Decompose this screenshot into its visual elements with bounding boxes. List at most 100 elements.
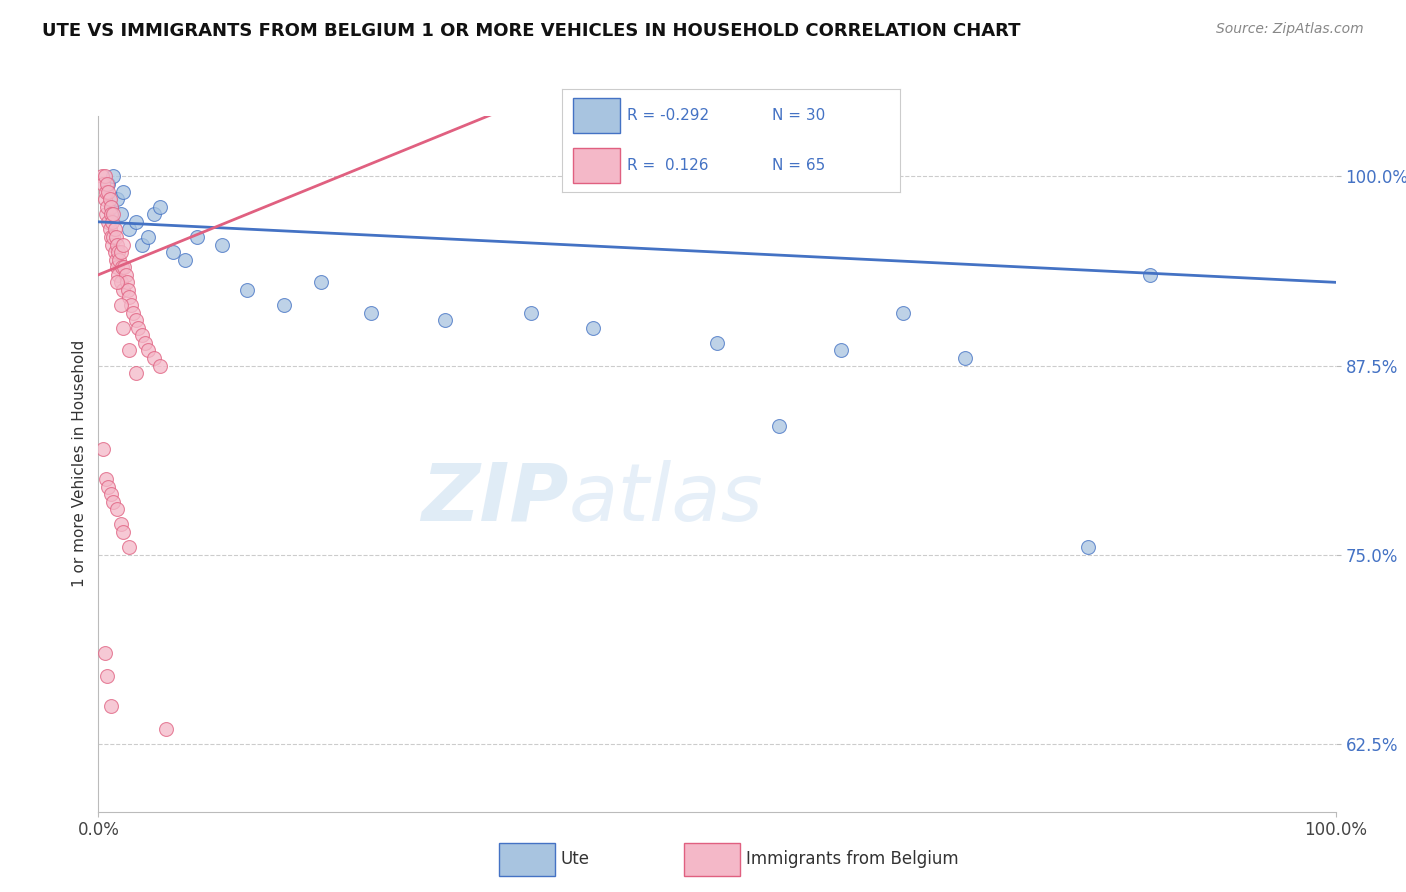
Point xyxy=(891,305,914,319)
Point xyxy=(110,207,132,221)
Point xyxy=(94,207,117,221)
Point xyxy=(100,230,122,244)
Point xyxy=(186,230,208,244)
Point xyxy=(91,169,114,184)
Point xyxy=(111,260,134,275)
Point xyxy=(174,252,197,267)
Point xyxy=(273,298,295,312)
Point xyxy=(97,177,120,191)
Point xyxy=(118,290,141,304)
Point xyxy=(112,524,135,539)
Point xyxy=(103,169,125,184)
Point xyxy=(124,366,146,380)
Point xyxy=(112,320,135,334)
Point xyxy=(115,276,138,290)
Point xyxy=(236,283,259,297)
Point xyxy=(117,283,139,297)
Point xyxy=(94,472,117,486)
Point xyxy=(98,222,121,236)
Point xyxy=(107,268,129,282)
Point xyxy=(706,335,728,350)
Point xyxy=(124,313,146,327)
Point xyxy=(143,351,166,365)
Point xyxy=(112,237,135,252)
Point xyxy=(118,343,141,358)
FancyBboxPatch shape xyxy=(685,843,740,876)
Point xyxy=(122,305,145,319)
Point xyxy=(103,230,125,244)
Text: R =  0.126: R = 0.126 xyxy=(627,158,709,173)
Text: atlas: atlas xyxy=(568,459,763,538)
Point xyxy=(118,540,141,554)
Point xyxy=(520,305,543,319)
Point xyxy=(96,200,118,214)
Text: ZIP: ZIP xyxy=(422,459,568,538)
Point xyxy=(114,268,136,282)
Point xyxy=(105,192,128,206)
Point xyxy=(100,207,122,221)
Text: R = -0.292: R = -0.292 xyxy=(627,108,709,123)
Point xyxy=(96,668,118,682)
Point xyxy=(149,359,172,373)
Point xyxy=(97,185,120,199)
Point xyxy=(105,260,128,275)
Point xyxy=(105,237,128,252)
Point xyxy=(143,207,166,221)
Point xyxy=(97,215,120,229)
Point xyxy=(110,276,132,290)
Point xyxy=(108,252,131,267)
Point xyxy=(96,177,118,191)
Point xyxy=(582,320,605,334)
Point xyxy=(93,646,115,660)
Text: N = 65: N = 65 xyxy=(772,158,825,173)
Point xyxy=(112,283,135,297)
Point xyxy=(131,237,153,252)
Point xyxy=(104,230,127,244)
Point xyxy=(110,517,132,532)
Point xyxy=(118,222,141,236)
FancyBboxPatch shape xyxy=(572,98,620,133)
Point xyxy=(93,192,115,206)
Point xyxy=(360,305,382,319)
Point xyxy=(768,419,790,434)
Point xyxy=(112,260,135,275)
Point xyxy=(162,245,184,260)
Point xyxy=(155,722,177,736)
Point xyxy=(112,185,135,199)
Point xyxy=(124,215,146,229)
Point xyxy=(93,177,115,191)
Point xyxy=(433,313,456,327)
Point xyxy=(1139,268,1161,282)
Point xyxy=(93,169,115,184)
Point xyxy=(1077,540,1099,554)
Point xyxy=(100,698,122,713)
Point xyxy=(100,200,122,214)
Text: Ute: Ute xyxy=(561,849,589,868)
Text: Immigrants from Belgium: Immigrants from Belgium xyxy=(747,849,959,868)
Point xyxy=(104,252,127,267)
Point xyxy=(110,245,132,260)
Point xyxy=(94,185,117,199)
Point xyxy=(211,237,233,252)
Point xyxy=(120,298,142,312)
Point xyxy=(103,494,125,508)
Y-axis label: 1 or more Vehicles in Household: 1 or more Vehicles in Household xyxy=(72,340,87,588)
FancyBboxPatch shape xyxy=(499,843,554,876)
Text: UTE VS IMMIGRANTS FROM BELGIUM 1 OR MORE VEHICLES IN HOUSEHOLD CORRELATION CHART: UTE VS IMMIGRANTS FROM BELGIUM 1 OR MORE… xyxy=(42,22,1021,40)
Point xyxy=(309,276,332,290)
Point xyxy=(101,215,124,229)
Point xyxy=(131,328,153,343)
Point xyxy=(103,245,125,260)
Point xyxy=(98,192,121,206)
Text: Source: ZipAtlas.com: Source: ZipAtlas.com xyxy=(1216,22,1364,37)
Point xyxy=(93,442,115,456)
Point xyxy=(100,487,122,501)
Point xyxy=(103,222,125,236)
Point xyxy=(103,207,125,221)
Point xyxy=(953,351,976,365)
Point xyxy=(97,479,120,493)
Point xyxy=(105,276,128,290)
Point xyxy=(107,245,129,260)
Point xyxy=(101,237,124,252)
Point xyxy=(136,230,159,244)
